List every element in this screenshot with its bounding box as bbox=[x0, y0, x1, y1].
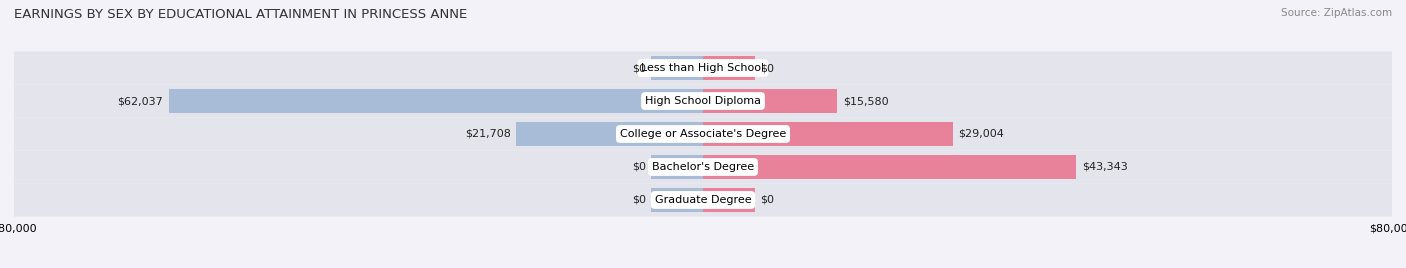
Text: $15,580: $15,580 bbox=[842, 96, 889, 106]
Text: $0: $0 bbox=[631, 195, 645, 205]
Text: $29,004: $29,004 bbox=[959, 129, 1004, 139]
Bar bbox=[703, 56, 755, 80]
Text: $21,708: $21,708 bbox=[464, 129, 510, 139]
Text: Source: ZipAtlas.com: Source: ZipAtlas.com bbox=[1281, 8, 1392, 18]
Text: $62,037: $62,037 bbox=[118, 96, 163, 106]
Text: $0: $0 bbox=[761, 63, 775, 73]
Text: $0: $0 bbox=[631, 63, 645, 73]
Bar bbox=[651, 56, 703, 80]
Bar bbox=[651, 188, 703, 212]
FancyBboxPatch shape bbox=[14, 84, 1392, 117]
Text: Less than High School: Less than High School bbox=[641, 63, 765, 73]
Text: EARNINGS BY SEX BY EDUCATIONAL ATTAINMENT IN PRINCESS ANNE: EARNINGS BY SEX BY EDUCATIONAL ATTAINMEN… bbox=[14, 8, 467, 21]
Text: $43,343: $43,343 bbox=[1081, 162, 1128, 172]
Bar bbox=[651, 155, 703, 179]
Bar bbox=[703, 188, 755, 212]
Bar bbox=[169, 89, 703, 113]
FancyBboxPatch shape bbox=[14, 184, 1392, 217]
FancyBboxPatch shape bbox=[14, 151, 1392, 184]
FancyBboxPatch shape bbox=[14, 51, 1392, 84]
Text: College or Associate's Degree: College or Associate's Degree bbox=[620, 129, 786, 139]
FancyBboxPatch shape bbox=[14, 117, 1392, 151]
Text: $0: $0 bbox=[761, 195, 775, 205]
Text: Bachelor's Degree: Bachelor's Degree bbox=[652, 162, 754, 172]
Bar bbox=[703, 155, 1076, 179]
Bar bbox=[703, 122, 953, 146]
Bar bbox=[516, 122, 703, 146]
Text: Graduate Degree: Graduate Degree bbox=[655, 195, 751, 205]
Bar bbox=[703, 89, 837, 113]
Text: $0: $0 bbox=[631, 162, 645, 172]
Text: High School Diploma: High School Diploma bbox=[645, 96, 761, 106]
